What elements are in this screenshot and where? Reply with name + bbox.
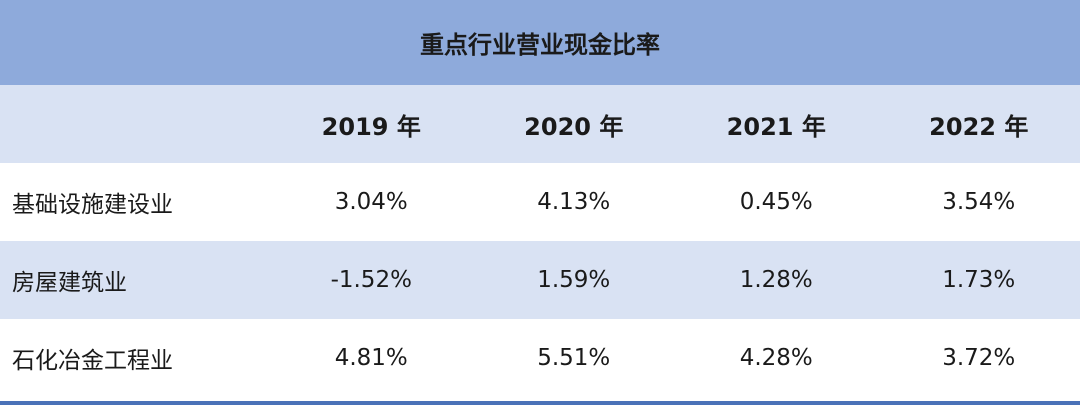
header-year-2019: 2019 年 xyxy=(321,112,421,141)
table-row: 基础设施建设业 3.04% 4.13% 0.45% 3.54% xyxy=(0,163,1080,241)
table-cell: 5.51% xyxy=(537,345,611,371)
table-cell: 3.04% xyxy=(334,189,408,215)
row-label: 基础设施建设业 xyxy=(12,192,173,218)
header-row: 2019 年 2020 年 2021 年 2022 年 xyxy=(0,85,1080,163)
table-cell: 4.13% xyxy=(537,189,611,215)
table-cell: 4.81% xyxy=(334,345,408,371)
table-cell: 0.45% xyxy=(739,189,813,215)
row-label: 石化冶金工程业 xyxy=(12,348,173,374)
bottom-rule xyxy=(0,401,1080,405)
table-cell: 1.59% xyxy=(537,267,611,293)
table-cell: 3.72% xyxy=(942,345,1016,371)
table-cell: 4.28% xyxy=(739,345,813,371)
table-row: 房屋建筑业 -1.52% 1.59% 1.28% 1.73% xyxy=(0,241,1080,319)
table-cell: 1.73% xyxy=(942,267,1016,293)
table-cell: 1.28% xyxy=(739,267,813,293)
table-title: 重点行业营业现金比率 xyxy=(0,0,1080,85)
header-year-2022: 2022 年 xyxy=(929,112,1029,141)
header-year-2021: 2021 年 xyxy=(726,112,826,141)
table-cell: 3.54% xyxy=(942,189,1016,215)
header-year-2020: 2020 年 xyxy=(524,112,624,141)
row-label: 房屋建筑业 xyxy=(12,270,127,296)
table-cell: -1.52% xyxy=(330,267,412,293)
table-row: 石化冶金工程业 4.81% 5.51% 4.28% 3.72% xyxy=(0,319,1080,397)
